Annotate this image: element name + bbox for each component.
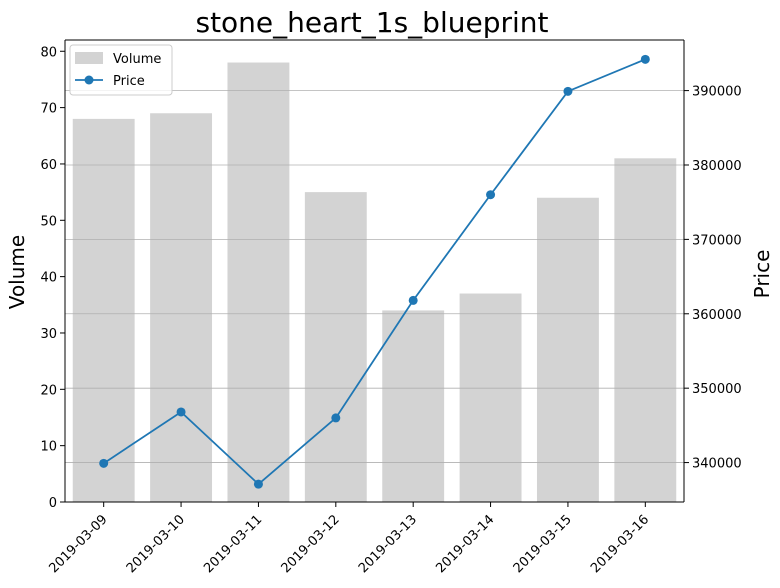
legend-label-volume: Volume: [113, 52, 161, 67]
y2-tick-label: 380000: [692, 159, 742, 174]
y2-tick-label: 350000: [692, 382, 742, 397]
volume-bar: [304, 192, 367, 502]
y2-tick-label: 370000: [692, 233, 742, 248]
legend-label-price: Price: [113, 74, 145, 89]
volume-bar: [150, 113, 213, 503]
volume-bar: [72, 118, 135, 502]
legend-marker-price: [84, 75, 94, 85]
y-tick-label: 60: [40, 158, 57, 173]
price-series-line: [103, 58, 646, 486]
x-tick-label: 2019-03-14: [433, 512, 497, 576]
volume-bar: [614, 158, 677, 502]
y2-tick-label: 360000: [692, 308, 742, 323]
price-point: [331, 413, 341, 423]
price-point: [486, 190, 496, 200]
y-tick-label: 40: [40, 271, 57, 286]
x-tick-label: 2019-03-13: [356, 512, 420, 576]
chart-title: stone_heart_1s_blueprint: [195, 6, 548, 39]
x-tick-label: 2019-03-16: [588, 512, 652, 576]
x-tick-label: 2019-03-10: [124, 512, 188, 576]
price-point: [99, 458, 109, 468]
legend: Volume Price: [69, 44, 173, 96]
x-tick-label: 2019-03-12: [279, 512, 343, 576]
y2-tick-label: 340000: [692, 457, 742, 472]
y-tick-label: 20: [40, 383, 57, 398]
volume-bar: [459, 293, 522, 502]
x-tick-label: 2019-03-15: [511, 512, 575, 576]
price-point: [640, 54, 650, 64]
price-point: [253, 479, 263, 489]
y-tick-label: 10: [40, 440, 57, 455]
price-point: [176, 407, 186, 417]
y2-tick-label: 390000: [692, 85, 742, 100]
volume-bar: [536, 197, 599, 502]
price-point: [563, 86, 573, 96]
price-point: [408, 295, 418, 305]
volume-bar: [382, 310, 445, 502]
legend-swatch-volume: [75, 52, 103, 64]
y-tick-label: 30: [40, 327, 57, 342]
x-tick-label: 2019-03-11: [201, 512, 265, 576]
y-tick-label: 50: [40, 214, 57, 229]
y-tick-label: 80: [40, 45, 57, 60]
y-tick-label: 0: [49, 496, 57, 511]
y-axis-label: Volume: [5, 235, 29, 309]
y-tick-label: 70: [40, 102, 57, 117]
volume-bars: [72, 62, 677, 503]
volume-bar: [227, 62, 290, 502]
x-tick-label: 2019-03-09: [46, 512, 110, 576]
y2-axis-label: Price: [750, 250, 774, 299]
